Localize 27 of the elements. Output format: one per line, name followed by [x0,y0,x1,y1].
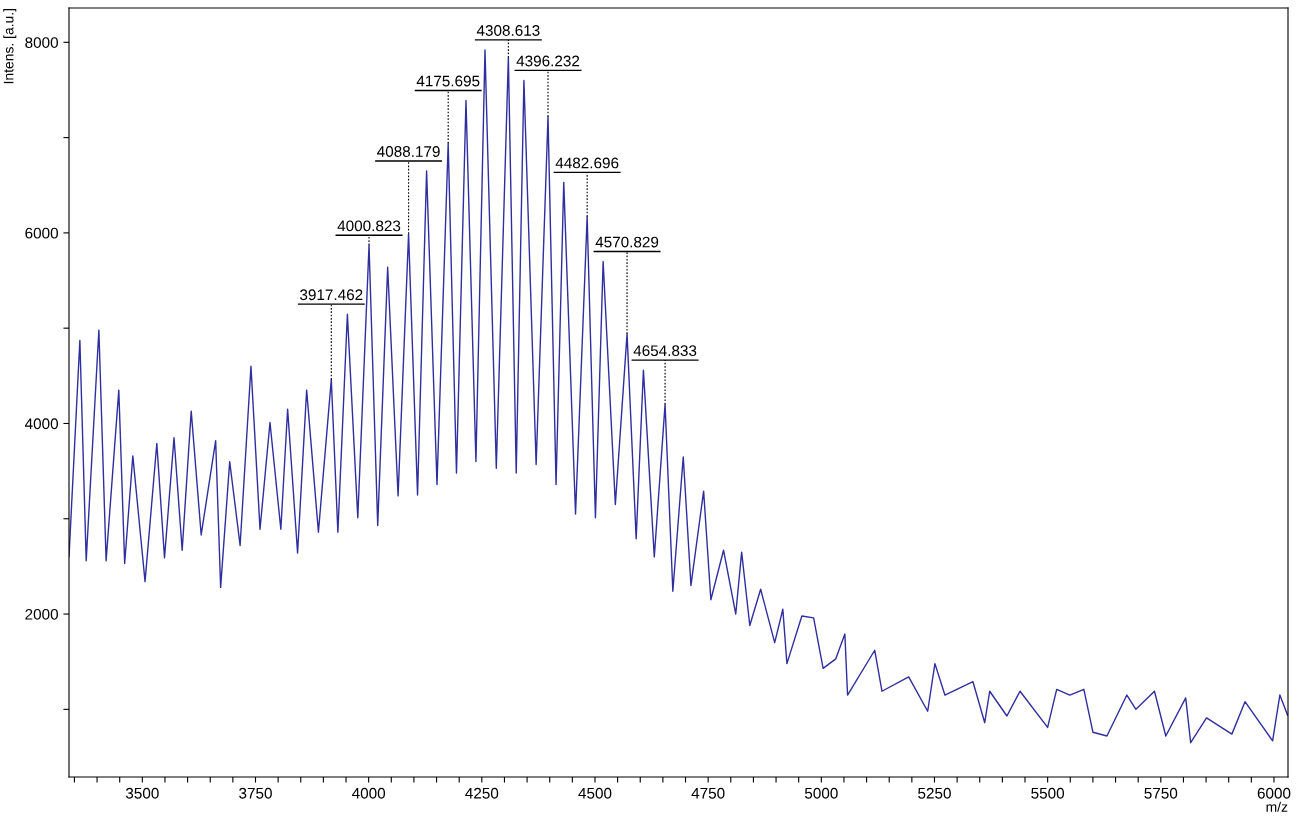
annotation: 4088.179 [377,146,440,157]
x-tick-label: 5250 [918,787,951,799]
x-tick-label: 3750 [239,787,272,799]
y-tick-label: 6000 [25,227,58,239]
y-tick-label: 2000 [25,608,58,620]
annotation: 4175.695 [416,75,480,87]
x-tick-label: 5750 [1144,787,1178,799]
line-series [69,49,1288,744]
x-tick-label: 5500 [1031,787,1065,799]
y-tick-label: 8000 [25,37,58,48]
x-tick-label: 5000 [804,787,838,799]
x-axis-title: m/z [1266,801,1288,812]
annotation: 4570.829 [595,236,659,248]
x-tick-label: 4750 [691,787,725,799]
annotation: 4396.232 [516,55,580,67]
annotation: 4000.823 [337,220,401,232]
annotation: 4482.696 [555,157,619,169]
y-axis-title: Intens. [a.u.] [3,8,17,84]
annotation: 4308.613 [476,25,540,36]
x-tick-label: 3500 [125,787,159,799]
y-tick-label: 4000 [24,418,58,430]
x-tick-label: 4000 [352,787,386,799]
annotation: 3917.462 [300,289,363,301]
x-tick-label: 6000 [1257,787,1291,799]
x-tick-label: 4250 [465,787,499,799]
annotation: 4654.833 [633,345,697,357]
x-tick-label: 4500 [578,787,612,799]
